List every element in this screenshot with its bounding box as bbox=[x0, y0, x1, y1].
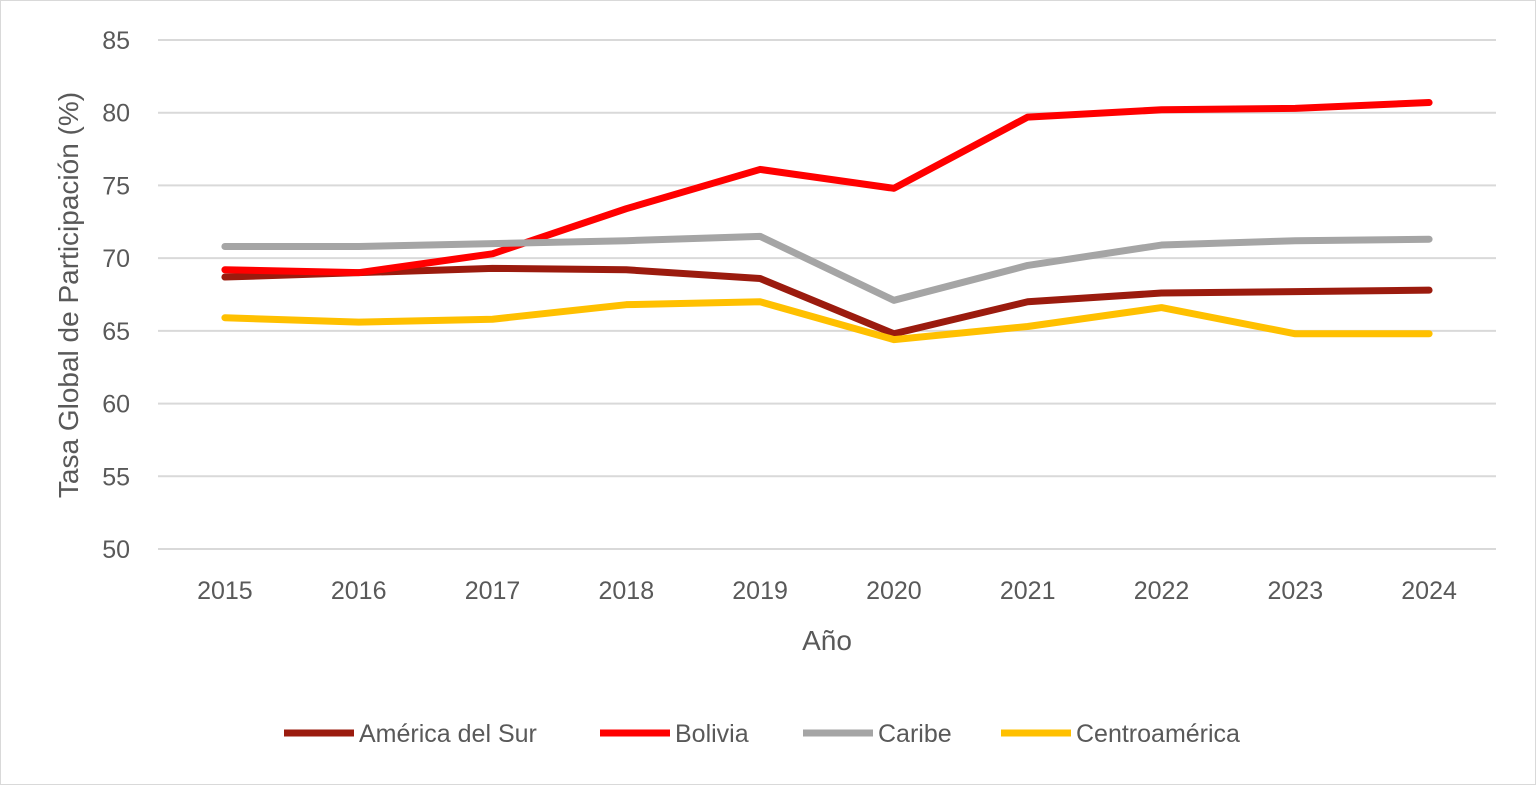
series-line-bolivia bbox=[221, 99, 1433, 277]
x-tick-label: 2024 bbox=[1401, 577, 1457, 605]
x-tick-label: 2023 bbox=[1267, 577, 1323, 605]
y-tick-label: 75 bbox=[102, 172, 130, 200]
legend-label: América del Sur bbox=[359, 720, 537, 748]
x-tick-label: 2018 bbox=[598, 577, 654, 605]
y-tick-label: 80 bbox=[102, 100, 130, 128]
y-tick-label: 65 bbox=[102, 318, 130, 346]
legend-label: Caribe bbox=[878, 720, 952, 748]
legend-label: Bolivia bbox=[675, 720, 749, 748]
y-tick-label: 70 bbox=[102, 245, 130, 273]
series-line-caribe bbox=[221, 232, 1433, 304]
legend-item: América del Sur bbox=[284, 720, 537, 748]
legend: América del Sur Bolivia Caribe Centroaméric… bbox=[284, 720, 1240, 748]
legend-item: Caribe bbox=[803, 720, 952, 748]
series-line-am-rica-del-sur bbox=[221, 264, 1433, 338]
x-tick-label: 2015 bbox=[197, 577, 253, 605]
x-tick-label: 2022 bbox=[1134, 577, 1190, 605]
x-tick-label: 2020 bbox=[866, 577, 922, 605]
x-tick-label: 2016 bbox=[331, 577, 387, 605]
y-tick-label: 85 bbox=[102, 27, 130, 55]
series-line-centroam-rica bbox=[221, 298, 1433, 344]
y-tick-label: 50 bbox=[102, 536, 130, 564]
x-tick-label: 2021 bbox=[1000, 577, 1056, 605]
y-tick-label: 55 bbox=[102, 463, 130, 491]
y-axis-title: Tasa Global de Participación (%) bbox=[53, 92, 84, 498]
legend-label: Centroamérica bbox=[1076, 720, 1240, 748]
x-axis-title: Año bbox=[802, 625, 852, 656]
y-tick-label: 60 bbox=[102, 391, 130, 419]
x-tick-label: 2017 bbox=[465, 577, 521, 605]
legend-item: Bolivia bbox=[600, 720, 749, 748]
legend-item: Centroamérica bbox=[1001, 720, 1240, 748]
x-tick-label: 2019 bbox=[732, 577, 788, 605]
